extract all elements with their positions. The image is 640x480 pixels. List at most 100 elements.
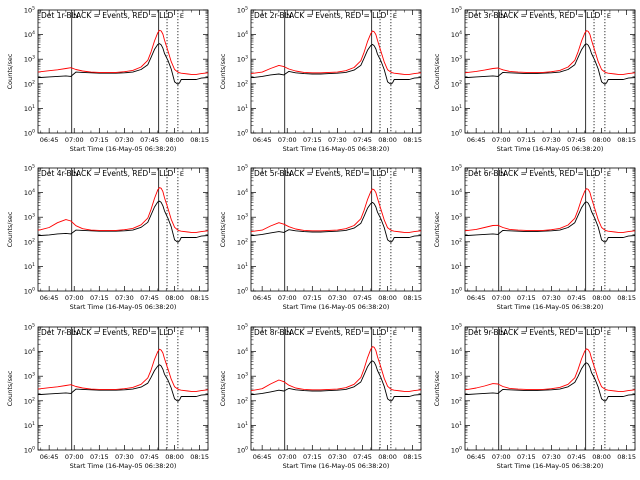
y-tick-exponent: 1 [245,262,248,268]
time-marker-label: N [501,329,506,337]
series-lld [37,187,209,233]
plot-frame [250,167,422,292]
time-marker-label: E [607,329,611,337]
series-events [251,43,422,85]
panel-2: Det 2r-BLACK = Events, RED = LLD10010110… [219,6,422,154]
y-tick-label: 101 [237,104,248,113]
y-tick-exponent: 0 [459,287,462,293]
panel-8: Det 8r-BLACK = Events, RED = LLD10010110… [219,323,422,471]
y-tick-label: 104 [24,347,35,356]
x-axis-label: Start Time (16-May-05 06:38:20) [70,303,177,311]
y-tick-exponent: 0 [459,129,462,135]
y-tick-exponent: 4 [245,188,248,194]
panel-title: Det 3r-BLACK = Events, RED = LLD [468,11,601,20]
y-tick-exponent: 5 [32,164,35,170]
series-events [465,362,636,402]
y-tick-label: 100 [24,287,35,296]
x-tick-label: 07:15 [303,294,322,302]
y-tick-exponent: 2 [459,396,462,402]
y-axis-label: Counts/sec [6,370,14,406]
panel-title: Det 9r-BLACK = Events, RED = LLD [468,328,601,337]
y-tick-exponent: 0 [245,129,248,135]
series-lld [250,346,422,392]
series-lld [464,188,636,233]
series-lld [464,30,636,75]
series-events [251,201,422,243]
y-tick-label: 101 [237,262,248,271]
x-axis-label: Start Time (16-May-05 06:38:20) [497,145,604,153]
y-tick-exponent: 1 [32,262,35,268]
y-tick-exponent: 2 [245,79,248,85]
y-axis-label: Counts/sec [433,53,441,89]
series-events [465,201,636,243]
x-tick-label: 07:00 [65,453,84,461]
y-tick-label: 105 [451,6,462,15]
x-tick-label: 08:00 [378,294,397,302]
y-tick-label: 100 [237,129,248,138]
x-tick-label: 07:45 [140,136,159,144]
y-tick-label: 101 [24,104,35,113]
y-axis-label: Counts/sec [433,211,441,247]
time-marker-label: N [287,329,292,337]
y-tick-label: 102 [237,396,248,405]
plot-frame [37,326,209,451]
x-tick-label: 06:45 [40,136,59,144]
x-tick-label: 07:30 [328,453,347,461]
y-tick-label: 103 [24,372,35,381]
x-tick-label: 08:00 [378,453,397,461]
x-tick-label: 07:30 [328,136,347,144]
y-tick-exponent: 0 [459,446,462,452]
y-tick-exponent: 2 [459,79,462,85]
x-tick-label: 08:00 [165,136,184,144]
time-marker-label: N [74,329,79,337]
x-tick-label: 07:15 [90,453,109,461]
y-tick-exponent: 2 [245,396,248,402]
y-tick-label: 102 [237,79,248,88]
y-tick-label: 104 [237,188,248,197]
x-tick-label: 06:45 [40,453,59,461]
panel-5: Det 5r-BLACK = Events, RED = LLD10010110… [219,164,422,312]
y-tick-exponent: 3 [245,55,248,61]
y-tick-label: 103 [24,55,35,64]
y-tick-exponent: 4 [32,188,35,194]
x-axis-label: Start Time (16-May-05 06:38:20) [497,303,604,311]
x-tick-label: 07:15 [90,294,109,302]
x-tick-label: 08:00 [378,136,397,144]
x-tick-label: 06:45 [467,294,486,302]
y-axis-label: Counts/sec [219,211,227,247]
y-tick-label: 103 [237,55,248,64]
series-events [38,43,209,85]
x-tick-label: 08:00 [592,294,611,302]
y-tick-label: 104 [451,188,462,197]
x-tick-label: 06:45 [253,294,272,302]
x-axis-label: Start Time (16-May-05 06:38:20) [283,462,390,470]
plot-frame [250,326,422,451]
y-tick-exponent: 5 [32,323,35,329]
x-tick-label: 07:30 [115,136,134,144]
x-tick-label: 07:00 [492,136,511,144]
y-tick-exponent: 1 [459,262,462,268]
x-tick-label: 06:45 [253,136,272,144]
series-lld [250,188,422,233]
y-tick-exponent: 0 [32,287,35,293]
x-tick-label: 06:45 [253,453,272,461]
y-tick-exponent: 2 [459,237,462,243]
series-events [251,360,422,402]
x-tick-label: 08:15 [190,294,209,302]
x-tick-label: 08:15 [403,453,422,461]
x-tick-label: 07:00 [65,136,84,144]
time-marker-label: E [607,170,611,178]
y-tick-label: 104 [237,347,248,356]
x-tick-label: 06:45 [467,453,486,461]
x-tick-label: 07:30 [115,453,134,461]
panel-title: Det 1r-BLACK = Events, RED = LLD [41,11,174,20]
time-marker-label: E [393,329,397,337]
x-tick-label: 07:30 [542,294,561,302]
x-tick-label: 07:45 [140,453,159,461]
x-tick-label: 07:00 [492,294,511,302]
time-marker-label: E [393,170,397,178]
y-tick-label: 101 [451,421,462,430]
y-tick-label: 104 [24,30,35,39]
y-tick-exponent: 1 [32,104,35,110]
y-tick-exponent: 4 [245,347,248,353]
